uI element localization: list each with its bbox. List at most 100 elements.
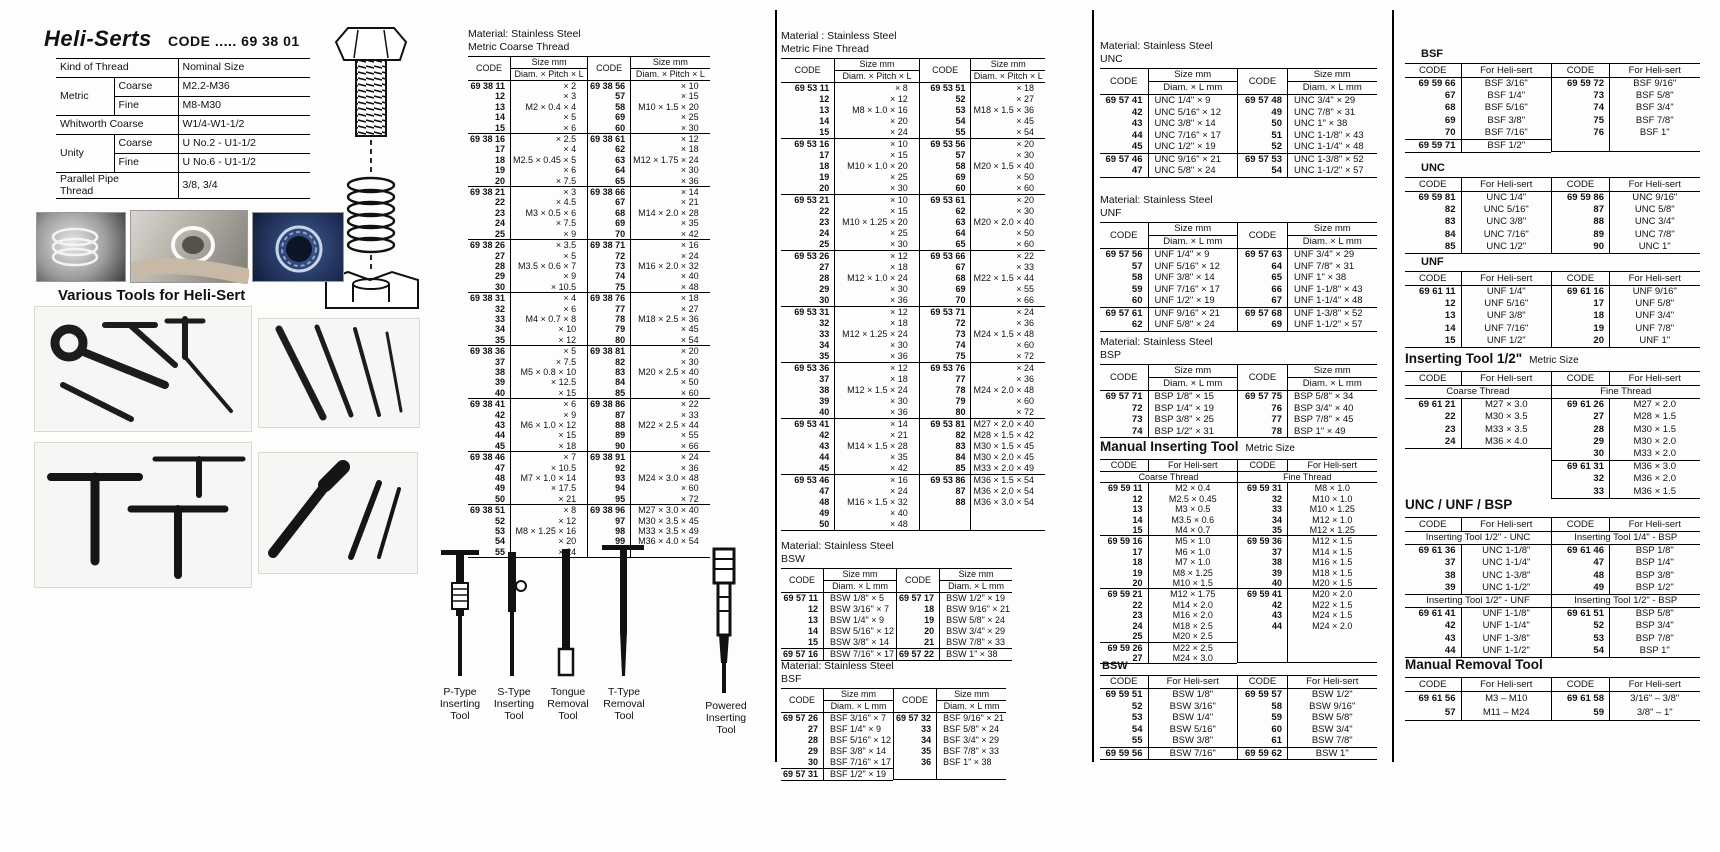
size-column-header: Size mm [1287,68,1377,82]
table-title-row: Inserting Tool 1/2" Metric Size [1405,350,1701,368]
section-metric-coarse: Material: Stainless Steel Metric Coarse T… [468,28,710,559]
table-title-line: Material: Stainless Steel [1100,40,1213,52]
size-cell: BSF 5/8" [1609,90,1700,103]
code-cell: 14 [808,626,819,636]
size-cell: BSP 1/4" × 19 [1147,402,1237,414]
table-header: CODE Size mm Diam. × L mm [781,688,894,713]
size-column-header: For Heli-sert [1460,371,1551,386]
table-bsw-inserts-half2: CODE Size mm Diam. × L mm 69 57 17 BSW 1/2" … [896,568,1013,661]
code-cell: 69 61 58 [1551,691,1610,706]
code-cell: 69 59 16 [1107,536,1143,547]
thread-kind-metric: Metric [56,77,114,116]
table-row: 20 M10 × 1.5 [1100,578,1237,589]
size-cell: × 9 [510,228,588,240]
code-cell: 69 53 46 [794,475,830,485]
code-cell: 19 [819,172,830,182]
page-code: CODE ..... 69 38 01 [168,33,300,49]
table-row: 61 BSW 7/8" [1237,735,1377,747]
table-row: 57 × 15 [587,91,710,102]
table-row: 42 UNC 5/16" × 12 [1100,106,1237,118]
table-row: 74 × 60 [918,340,1045,351]
code-cell: 14 [819,116,830,126]
size-cell: M18 × 1.5 × 36 [970,105,1045,116]
code-cell: 73 [918,329,971,340]
t-type-removal-tool-drawing [602,545,644,676]
size-cell: × 36 [834,407,919,419]
code-cell: 69 57 48 [1237,94,1288,107]
table-row: 14 × 20 [781,116,919,127]
table-row: 79 × 60 [918,396,1045,407]
size-cell: × 30 [834,183,919,195]
code-cell: 69 59 56 [1105,747,1143,759]
size-cell: × 30 [970,150,1045,161]
table-halves: CODE For Heli-sert Inserting Tool 1/2" - U… [1405,517,1701,659]
table-row: 25 × 9 [468,228,588,240]
table-title-row: Manual Removal Tool [1405,656,1701,674]
section-bsf-tools: BSF CODE For Heli-sert 69 59 66 BSF 3/16" 67 B… [1405,48,1701,154]
table-row: 87 UNC 5/8" [1551,204,1700,217]
table-header: CODE Size mm Diam. × L mm [781,568,897,593]
size-cell: × 4 [510,292,588,304]
code-column-header: CODE [1237,459,1288,472]
size-column-subheader: Diam. × L mm [936,700,1007,713]
table-row: 69 59 36 M12 × 1.5 [1237,535,1377,547]
table-row: 30 BSF 7/16" × 17 [781,757,894,769]
code-cell: 76 [1237,402,1288,414]
table-row: 42 × 21 [781,430,919,441]
table-row: 13 M8 × 1.0 × 16 [781,105,919,116]
code-cell: 69 57 46 [1105,153,1143,165]
code-cell: 66 [1237,283,1288,295]
code-cell: 69 59 86 [1551,191,1610,205]
code-cell: 69 [587,112,631,123]
photo-tools-group-4 [258,452,418,574]
table-row: 53 M18 × 1.5 × 36 [918,105,1045,116]
table-row: 44 × 15 [468,430,588,441]
code-cell: 15 [1444,334,1456,346]
size-cell: × 50 [970,172,1045,183]
table-title-line: Material: Stainless Steel [1100,336,1213,348]
code-cell: 19 [896,615,940,626]
table-row: 69 61 11 UNF 1/4" [1405,285,1551,299]
size-cell: BSW 1" × 38 [939,648,1013,661]
table-row: 28 M30 × 1.5 [1551,423,1700,436]
code-cell: 54 [1131,723,1143,735]
table-row: 69 38 46 × 7 [468,451,588,463]
table-row: 19 × 25 [781,172,919,183]
size-column-header: Size mm [1287,222,1377,236]
size-cell: BSF 7/8" [1609,114,1700,127]
table-row: 33 M10 × 1.25 [1237,504,1377,515]
table-header: CODE For Heli-sert [1405,517,1551,532]
table-row: 62 UNF 5/8" × 24 [1100,319,1237,331]
table-row: 69 53 51 × 18 [918,82,1045,94]
size-cell: UNC 1-1/8" [1460,544,1551,558]
size-cell: × 18 [630,292,710,304]
code-cell: 78 [1237,425,1288,438]
tongue-removal-tool-drawing [557,549,575,677]
size-cell: M20 × 1.5 [1287,578,1377,589]
section-inserting-tool-half-inch: Inserting Tool 1/2" Metric Size CODE For He… [1405,350,1701,499]
code-cell: 87 [587,409,631,420]
size-cell: × 45 [970,116,1045,127]
section-bsw-inserts: Material: Stainless Steel BSW CODE Size mm D… [781,540,1013,661]
size-cell: UNC 7/16" [1460,228,1551,241]
table-row: 15 M4 × 0.7 [1100,525,1237,536]
table-row: 45 × 42 [781,463,919,475]
table-title-line: Material : Stainless Steel [781,30,897,42]
table-row: 60 UNF 1/2" × 19 [1100,295,1237,307]
table-row: 49 × 40 [781,508,919,519]
table-row: 30 × 10.5 [468,281,588,293]
table-row: 73 BSP 3/8" × 25 [1100,414,1237,426]
code-cell: 54 [1237,165,1288,177]
table-row: 84 UNC 7/16" [1405,228,1551,241]
code-cell: 55 [918,127,971,139]
code-cell: 47 [1551,557,1610,570]
table-row: 69 61 16 UNF 9/16" [1551,285,1700,299]
size-column-header: Size mm [630,56,710,69]
size-cell: × 12 [510,334,588,346]
size-cell: UNF 1-1/8" [1460,607,1551,621]
size-cell: M12 × 1.25 [1287,525,1377,536]
size-cell: BSW 3/16" × 7 [823,604,897,615]
code-cell: 32 [1237,493,1288,505]
size-cell: M20 × 2.0 × 40 [970,217,1045,228]
code-cell: 77 [1237,414,1288,426]
